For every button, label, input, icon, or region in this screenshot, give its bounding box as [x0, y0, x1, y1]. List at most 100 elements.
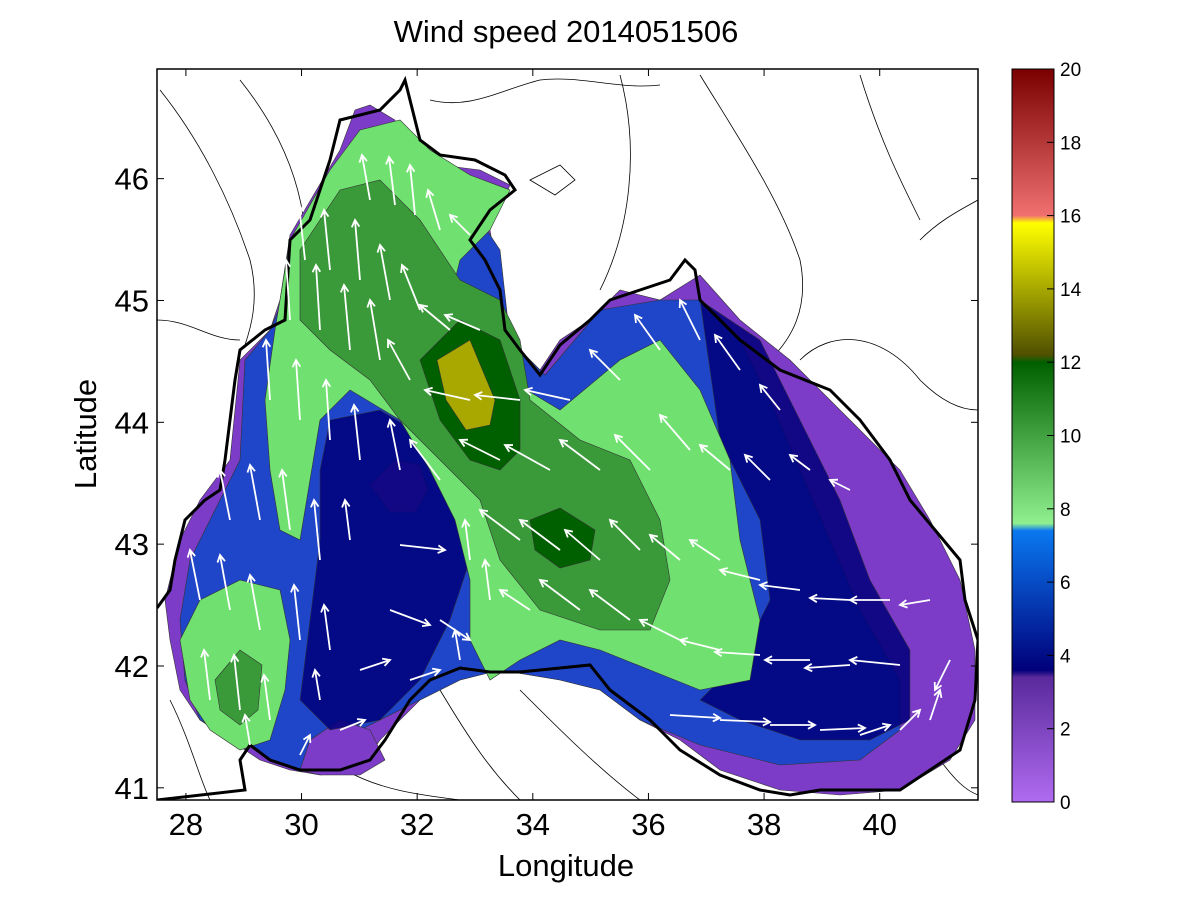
- y-tick-label: 43: [115, 527, 149, 562]
- wind-arrow: [310, 498, 321, 561]
- wind-arrow: [281, 258, 292, 321]
- land-contour-lines: [157, 74, 978, 800]
- land-contour-line: [939, 759, 978, 796]
- wind-arrow: [385, 155, 396, 206]
- wind-arrow: [808, 593, 851, 603]
- wind-arrow: [260, 673, 271, 721]
- wind-arrow: [339, 718, 367, 731]
- land-contour-line: [519, 689, 641, 800]
- wind-arrow: [341, 498, 351, 541]
- wind-arrow: [633, 313, 661, 351]
- wind-arrow: [613, 433, 651, 471]
- wind-arrow: [216, 468, 231, 521]
- wind-arrow: [718, 567, 761, 581]
- land-contour-line: [439, 689, 521, 800]
- wind-arrow: [320, 603, 331, 651]
- wind-arrow: [523, 386, 571, 401]
- wind-arrow: [478, 508, 521, 541]
- wind-arrow: [321, 378, 332, 441]
- colorbar-tick-label: 20: [1060, 60, 1081, 81]
- wind-arrow: [389, 609, 432, 628]
- land-contour-line: [799, 339, 978, 411]
- wind-arrow: [929, 688, 943, 721]
- wind-arrow: [758, 581, 801, 591]
- chart-title: Wind speed 2014051506: [394, 14, 739, 49]
- wind-arrow: [503, 444, 551, 471]
- wind-arrow: [828, 478, 851, 491]
- wind-arrow: [443, 313, 481, 331]
- wind-arrow: [311, 668, 321, 701]
- wind-arrow: [350, 218, 361, 281]
- wind-arrow: [678, 298, 701, 341]
- colorbar-tick-label: 14: [1060, 280, 1082, 301]
- wind-arrow: [418, 303, 451, 331]
- wind-arrow: [311, 263, 322, 331]
- wind-arrow: [558, 438, 601, 471]
- y-tick-label: 46: [115, 162, 149, 197]
- wind-arrow: [409, 667, 442, 681]
- wind-arrow: [678, 637, 721, 651]
- land-contour-line: [599, 74, 631, 291]
- y-tick-label: 45: [115, 283, 149, 318]
- wind-arrow: [376, 243, 391, 301]
- colorbar-tick-label: 16: [1060, 207, 1081, 228]
- wind-arrow: [498, 588, 531, 611]
- contour-band-peak: [436, 339, 496, 431]
- wind-arrow: [359, 657, 392, 671]
- x-tick-label: 30: [284, 807, 318, 842]
- wind-arrow: [658, 413, 691, 451]
- wind-arrow: [719, 717, 772, 727]
- wind-arrow: [461, 518, 471, 561]
- wind-arrow: [899, 708, 922, 731]
- wind-arrow: [278, 468, 291, 531]
- wind-arrow: [246, 463, 261, 521]
- colorbar-tick-label: 2: [1060, 720, 1071, 741]
- wind-arrow: [763, 655, 810, 665]
- wind-arrow: [608, 518, 641, 551]
- wind-arrow: [758, 383, 781, 411]
- wind-arrow: [200, 648, 211, 701]
- wind-arrow: [713, 333, 741, 371]
- wind-arrow: [588, 348, 621, 381]
- wind-arrow: [819, 723, 867, 733]
- wind-arrow: [688, 538, 721, 561]
- land-contour-line: [157, 319, 241, 341]
- colorbar-tick-label: 4: [1060, 646, 1071, 667]
- wind-arrow: [859, 722, 892, 736]
- coastline: [157, 75, 978, 800]
- plot-area: [157, 69, 978, 800]
- wind-arrow: [216, 553, 231, 611]
- contour-band-strongest: [529, 507, 596, 569]
- wind-arrow: [788, 453, 811, 471]
- wind-arrow: [563, 528, 601, 561]
- wind-arrow: [713, 647, 761, 658]
- wind-arrow: [408, 438, 441, 481]
- wind-arrow: [648, 533, 681, 561]
- wind-arrow: [898, 599, 931, 609]
- colorbar-tick-label: 12: [1060, 353, 1081, 374]
- colorbar-tick-label: 10: [1060, 427, 1081, 448]
- wind-arrow: [770, 720, 817, 730]
- wind-arrow: [387, 338, 411, 381]
- x-tick-label: 40: [862, 807, 896, 842]
- wind-arrow: [295, 203, 306, 261]
- wind-arrow: [350, 403, 361, 461]
- wind-arrow: [261, 338, 272, 401]
- x-axis: 28 30 32 34 36 38 40: [169, 69, 897, 842]
- land-contour-line: [239, 79, 306, 231]
- wind-arrow: [186, 548, 201, 601]
- x-axis-label: Longitude: [498, 848, 634, 883]
- x-tick-label: 34: [516, 807, 550, 842]
- y-tick-label: 42: [115, 649, 149, 684]
- x-tick-label: 32: [400, 807, 434, 842]
- wind-arrow: [230, 653, 241, 711]
- wind-arrow: [339, 283, 351, 351]
- wind-arrow: [538, 578, 581, 611]
- wind-arrow: [400, 263, 421, 311]
- wind-arrow: [638, 618, 681, 641]
- wind-arrow: [320, 208, 331, 271]
- wind-arrow: [451, 628, 461, 661]
- wind-arrow: [290, 583, 301, 641]
- land-contour-line: [919, 199, 978, 241]
